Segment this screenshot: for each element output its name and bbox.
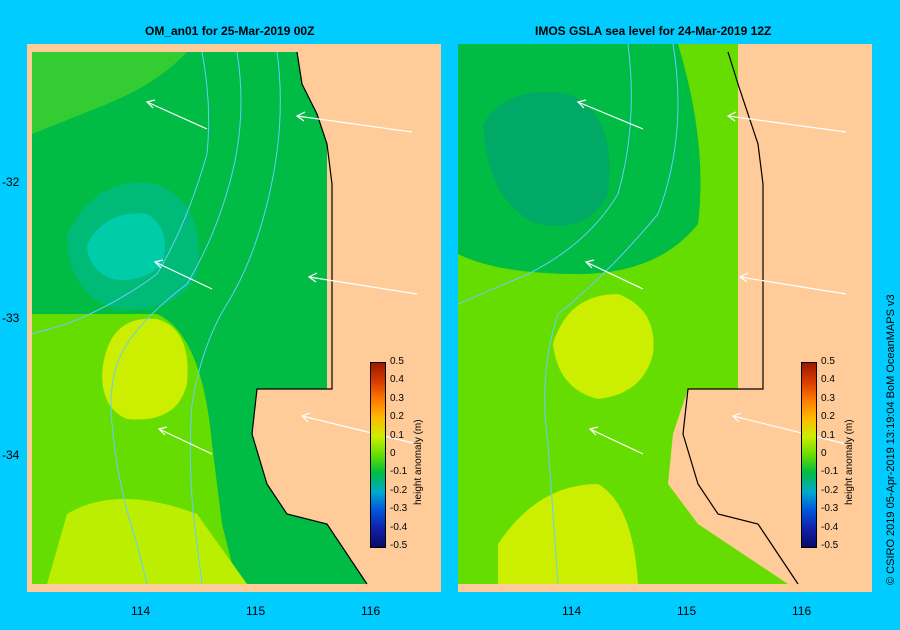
colorbar-tick-label: 0.1: [390, 429, 404, 441]
colorbar-tick-label: -0.5: [821, 540, 839, 551]
colorbar-tick-label: 0.1: [821, 429, 835, 441]
credit-text: © CSIRO 2019 05-Apr-2019 13:19:04 BoM Oc…: [885, 294, 897, 585]
bathymetry-contour: [458, 44, 632, 305]
colorbar-tick-label: 0: [821, 448, 827, 459]
current-arrows: [145, 99, 418, 455]
colorbar-tick-label: 0.2: [821, 411, 835, 423]
lat-tick-left: -32: [2, 175, 20, 189]
colorbar-tick-label: -0.5: [390, 540, 408, 551]
colorbar-tick-label: 0.4: [390, 374, 404, 386]
colorbar-tick-label: 0.5: [821, 356, 835, 367]
ocean-field-lowest: [87, 213, 165, 280]
right-map: [458, 44, 872, 592]
lon-tick-left: 114: [131, 604, 151, 618]
lon-tick-right: 115: [677, 604, 697, 618]
coastline: [251, 51, 368, 585]
colorbar-tick-label: 0.3: [390, 392, 404, 404]
colorbar-left-axis-label: height anomaly (m): [413, 419, 424, 505]
ocean-field-high3: [498, 484, 638, 584]
bathymetry-contour: [110, 51, 242, 585]
lon-tick-left: 116: [361, 604, 381, 618]
ocean-field-high2: [102, 318, 188, 420]
lat-tick-left: -33: [2, 311, 20, 325]
colorbar-tick-label: 0.5: [390, 356, 404, 367]
current-arrows: [576, 99, 847, 455]
lon-tick-right: 114: [562, 604, 582, 618]
lon-tick-right: 116: [792, 604, 812, 618]
bathymetry-contour: [544, 44, 679, 585]
left-panel-title: OM_an01 for 25-Mar-2019 00Z: [145, 24, 315, 38]
colorbar-tick-label: 0: [390, 448, 396, 459]
lon-tick-left: 115: [246, 604, 266, 618]
left-map: [27, 44, 441, 592]
colorbar-tick-label: -0.1: [821, 466, 839, 478]
ocean-field-lowest: [483, 92, 610, 226]
left-map-svg: [31, 51, 418, 585]
colorbar-tick-label: -0.4: [821, 521, 839, 533]
colorbar-tick-label: -0.2: [821, 484, 839, 496]
bathymetry-contour: [31, 51, 210, 335]
colorbar-tick-label: -0.4: [390, 521, 408, 533]
ocean-field-high: [553, 294, 654, 399]
colorbar-right-axis-label: height anomaly (m): [844, 419, 855, 505]
colorbar-tick-label: -0.3: [821, 503, 839, 515]
colorbar-tick-label: -0.2: [390, 484, 408, 496]
ocean-field-outer: [32, 52, 187, 134]
colorbar-tick-label: 0.3: [821, 392, 835, 404]
right-map-svg: [458, 44, 847, 585]
ocean-field-high3: [47, 499, 247, 584]
lat-tick-left: -34: [2, 448, 20, 462]
bathymetry-contour: [189, 51, 281, 585]
right-panel-title: IMOS GSLA sea level for 24-Mar-2019 12Z: [535, 24, 772, 38]
colorbar-left: [370, 362, 386, 548]
colorbar-tick-label: -0.3: [390, 503, 408, 515]
colorbar-tick-label: 0.4: [821, 374, 835, 386]
colorbar-right: [801, 362, 817, 548]
colorbar-tick-label: 0.2: [390, 411, 404, 423]
colorbar-tick-label: -0.1: [390, 466, 408, 478]
coastline: [682, 51, 799, 585]
